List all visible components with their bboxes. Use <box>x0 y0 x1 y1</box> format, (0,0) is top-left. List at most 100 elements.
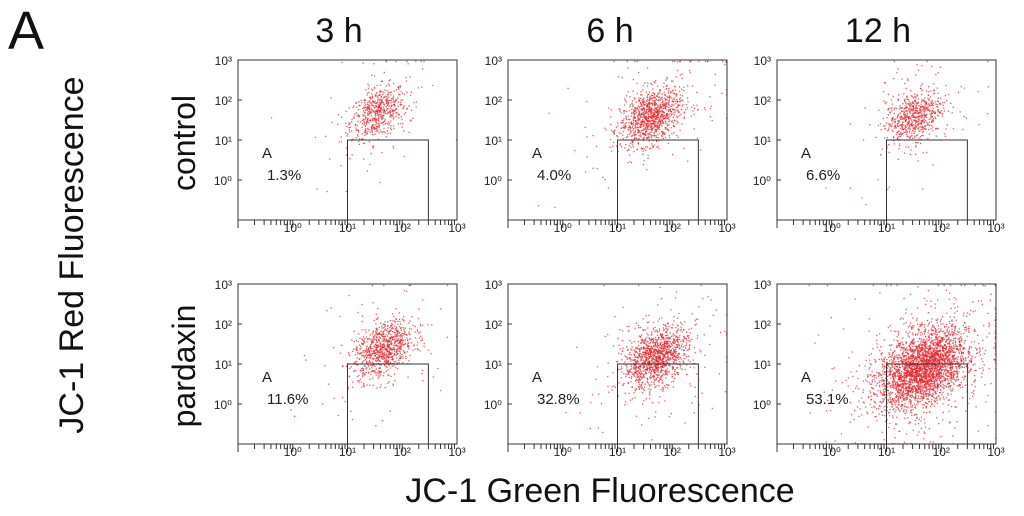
scatter-point <box>937 109 939 111</box>
scatter-point <box>917 160 919 162</box>
scatter-point <box>636 82 638 85</box>
scatter-point <box>636 351 638 353</box>
scatter-point <box>629 128 631 130</box>
scatter-point <box>625 127 627 129</box>
scatter-point <box>908 121 910 123</box>
scatter-point <box>670 357 672 359</box>
scatter-point <box>363 385 365 387</box>
scatter-point <box>899 145 901 147</box>
scatter-point <box>673 362 675 364</box>
scatter-point <box>633 138 636 140</box>
scatter-point <box>922 106 924 109</box>
scatter-point <box>398 359 400 361</box>
scatter-point <box>633 340 636 343</box>
scatter-point <box>370 126 373 128</box>
scatter-point <box>391 365 393 367</box>
scatter-point <box>401 345 403 347</box>
scatter-point <box>660 334 662 336</box>
scatter-point <box>928 99 930 101</box>
scatter-point <box>651 369 653 372</box>
scatter-point <box>986 113 989 115</box>
scatter-point <box>689 360 691 363</box>
scatter-point <box>688 348 690 351</box>
scatter-point <box>664 353 666 355</box>
scatter-point <box>652 114 654 116</box>
scatter-point <box>951 320 953 322</box>
scatter-point <box>359 357 361 360</box>
scatter-point <box>665 359 667 361</box>
x-tick-label: 10¹ <box>339 445 356 459</box>
scatter-point <box>647 362 649 364</box>
scatter-point <box>898 147 900 150</box>
scatter-point <box>381 80 383 82</box>
scatter-point <box>654 102 656 104</box>
scatter-point <box>655 126 657 128</box>
scatter-point <box>385 341 387 343</box>
scatter-point <box>946 124 948 126</box>
x-tick-label: 10² <box>664 445 681 459</box>
scatter-point <box>649 351 652 353</box>
scatter-point <box>672 358 674 360</box>
scatter-point <box>675 94 677 96</box>
scatter-point <box>645 368 647 370</box>
scatter-point <box>383 333 385 335</box>
scatter-point <box>647 352 650 354</box>
scatter-point <box>893 121 895 123</box>
scatter-point <box>638 380 640 382</box>
scatter-point <box>380 370 382 373</box>
scatter-point <box>658 318 660 320</box>
scatter-point <box>388 340 391 343</box>
scatter-point <box>392 125 395 127</box>
scatter-point <box>678 336 680 338</box>
scatter-point <box>907 125 909 127</box>
scatter-point <box>647 124 649 127</box>
scatter-point <box>634 360 636 362</box>
scatter-point <box>392 97 394 99</box>
scatter-point <box>363 368 365 370</box>
scatter-point <box>384 96 386 98</box>
scatter-point <box>679 104 681 106</box>
scatter-point <box>660 333 662 335</box>
scatter-point <box>641 129 643 132</box>
scatter-point <box>656 104 659 106</box>
scatter-point <box>654 124 657 126</box>
scatter-point <box>592 167 594 169</box>
scatter-point <box>371 146 374 148</box>
scatter-point <box>382 117 384 119</box>
scatter-point <box>909 103 911 105</box>
scatter-point <box>906 132 908 134</box>
scatter-point <box>641 99 643 101</box>
scatter-point <box>927 124 929 126</box>
scatter-point <box>375 330 377 332</box>
scatter-point <box>681 77 683 80</box>
scatter-point <box>622 122 624 124</box>
x-axis-label: JC-1 Green Fluorescence <box>405 472 795 510</box>
scatter-point <box>373 119 375 121</box>
scatter-point <box>920 109 922 111</box>
scatter-point <box>368 108 370 110</box>
scatter-point <box>393 315 395 317</box>
scatter-point <box>898 120 900 122</box>
scatter-point <box>374 372 376 374</box>
scatter-point <box>642 123 644 125</box>
scatter-point <box>427 324 429 326</box>
scatter-point <box>652 375 654 378</box>
scatter-point <box>672 352 675 355</box>
scatter-point <box>642 346 645 348</box>
scatter-point <box>900 132 902 134</box>
scatter-point <box>376 127 378 129</box>
scatter-point <box>636 148 638 150</box>
scatter-point <box>393 101 395 103</box>
scatter-point <box>397 105 399 107</box>
scatter-point <box>633 392 635 394</box>
scatter-point <box>380 346 382 348</box>
scatter-point <box>921 375 923 377</box>
scatter-point <box>374 349 376 351</box>
scatter-point <box>927 94 929 97</box>
scatter-point <box>687 355 690 357</box>
scatter-point <box>655 98 657 100</box>
scatter-point <box>395 108 397 110</box>
scatter-point <box>634 390 636 392</box>
scatter-point <box>667 340 669 342</box>
